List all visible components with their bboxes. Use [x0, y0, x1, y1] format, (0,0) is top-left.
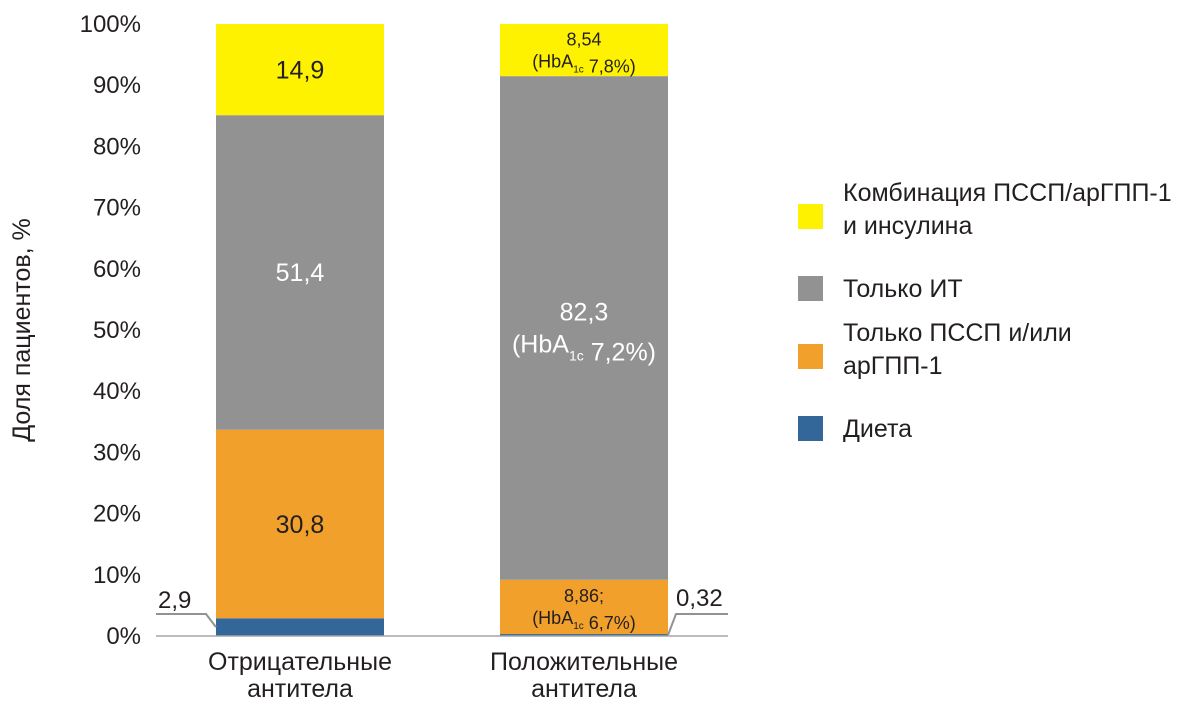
segment-value-label: 82,3	[560, 299, 609, 327]
x-category-label: Отрицательные	[208, 648, 392, 676]
segment-value-label: (HbA1c 7,2%)	[512, 331, 656, 367]
callout-label: 2,9	[158, 587, 191, 614]
legend-swatch	[798, 344, 823, 369]
legend-label: Только ИТ	[843, 275, 963, 303]
legend-swatch	[798, 416, 823, 441]
bar-segment-negative-1	[216, 429, 384, 619]
legend-label: арГПП-1	[843, 352, 943, 380]
y-axis-title: Доля пациентов, %	[8, 218, 36, 442]
callouts: 2,9 0,32	[156, 585, 728, 636]
y-tick-label: 60%	[93, 256, 141, 283]
x-axis-categories: ОтрицательныеантителаПоложительныеантите…	[208, 648, 678, 703]
segment-value-label: 8,86;	[564, 586, 604, 606]
legend: Комбинация ПССП/арГПП-1 и инсулина Только …	[798, 179, 1172, 443]
bar-segment-positive-2	[500, 76, 668, 580]
x-category-label: Положительные	[490, 648, 678, 676]
segment-value-label: 8,54	[566, 29, 601, 49]
legend-swatch	[798, 276, 823, 301]
segment-labels: 30,8 51,4 14,9 8,86;(HbA1c 6,7%) 82,3 (HbA1c …	[276, 29, 656, 633]
y-tick-label: 0%	[106, 623, 141, 650]
bar-segment-positive-0	[500, 634, 668, 636]
bar-segment-negative-0	[216, 618, 384, 636]
bars	[216, 23, 668, 636]
y-axis-title-group: Доля пациентов, %	[8, 218, 36, 442]
callout-leader-right	[667, 613, 728, 636]
y-tick-label: 50%	[93, 317, 141, 344]
callout-label: 0,32	[676, 585, 723, 612]
y-tick-label: 100%	[80, 11, 141, 38]
y-tick-label: 30%	[93, 439, 141, 466]
legend-label: и инсулина	[843, 212, 972, 240]
x-category-label: антитела	[531, 675, 637, 703]
legend-swatch	[798, 204, 823, 229]
bar-segment-positive-3	[500, 23, 668, 77]
y-axis-ticks: 0% 10% 20% 30% 40% 50% 60% 70% 80% 90% 100%	[80, 11, 141, 650]
callout-leader-left	[156, 613, 217, 628]
bar-segment-negative-2	[216, 115, 384, 430]
segment-value-label: 14,9	[276, 56, 325, 84]
legend-label: Только ПССП и/или	[843, 319, 1072, 347]
segment-value-label: (HbA1c 6,7%)	[532, 608, 636, 633]
bar-segment-negative-3	[216, 24, 384, 116]
y-tick-label: 90%	[93, 72, 141, 99]
y-tick-label: 80%	[93, 133, 141, 160]
y-tick-label: 10%	[93, 562, 141, 589]
bar-segment-positive-1	[500, 579, 668, 635]
y-tick-label: 20%	[93, 501, 141, 528]
legend-label: Комбинация ПССП/арГПП-1	[843, 179, 1172, 207]
segment-value-label: (HbA1c 7,8%)	[532, 51, 636, 76]
legend-label: Диета	[843, 415, 912, 443]
y-tick-label: 40%	[93, 378, 141, 405]
segment-value-label: 30,8	[276, 511, 325, 539]
x-category-label: антитела	[247, 675, 353, 703]
segment-value-label: 51,4	[276, 259, 325, 287]
y-tick-label: 70%	[93, 195, 141, 222]
